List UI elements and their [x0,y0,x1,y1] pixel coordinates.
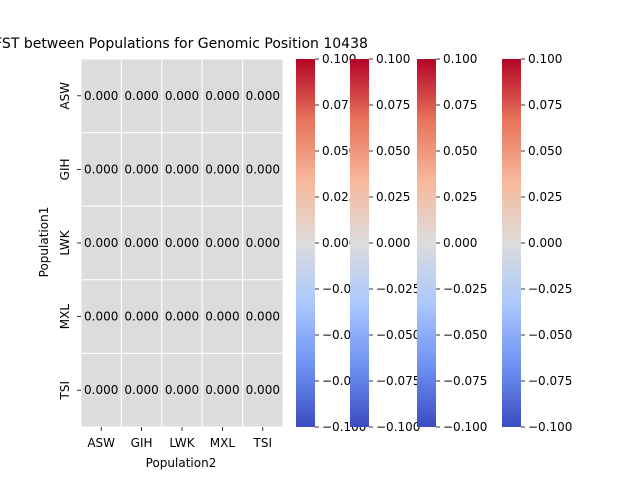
x-tick-label: LWK [169,436,195,450]
colorbar-tick-label: 0.050 [443,144,477,158]
colorbar-tick-label: −0.075 [528,374,572,388]
cell-value-label: 0.000 [84,236,118,250]
colorbar-tick-label: −0.100 [376,420,420,434]
cell-value-label: 0.000 [124,310,158,324]
colorbar-tick-label: −0.050 [376,328,420,342]
cell-value-label: 0.000 [205,236,239,250]
cell-value-label: 0.000 [124,383,158,397]
colorbar-gradient [502,59,521,427]
heatmap-cell [201,279,244,354]
colorbar-tick-label: 0.025 [443,190,477,204]
heatmap-cell [161,58,203,134]
y-tick-label: GIH [58,158,72,180]
cell-value-label: 0.000 [205,89,239,103]
y-tick-label: TSI [58,381,72,401]
cell-value-label: 0.000 [165,162,199,176]
x-axis-label: Population2 [146,456,217,470]
heatmap-cell [161,352,203,428]
colorbar-tick-label: −0.025 [376,282,420,296]
heatmap-cell [242,352,284,428]
colorbar-tick-label: −0.025 [528,282,572,296]
cell-value-label: 0.000 [165,310,199,324]
colorbar-gradient [417,59,436,427]
heatmap-cell [242,279,284,354]
cell-value-label: 0.000 [84,383,118,397]
colorbar-tick-label: 0.100 [443,52,477,66]
colorbar-tick-label: −0.100 [443,420,487,434]
cell-value-label: 0.000 [246,162,280,176]
x-tick-label: TSI [253,436,273,450]
colorbar-tick-label: 0.050 [528,144,562,158]
cell-value-label: 0.000 [246,236,280,250]
colorbar-tick-label: 0.000 [443,236,477,250]
cell-value-label: 0.000 [246,383,280,397]
heatmap-cell [120,58,163,134]
colorbar-tick-label: 0.000 [376,236,410,250]
colorbar: 0.100 0.075 0.050 0.025 0.000 −0.025 −0.050 −0.… [350,52,420,434]
x-tick-label: ASW [87,436,115,450]
cell-value-label: 0.000 [124,162,158,176]
cell-value-label: 0.000 [84,89,118,103]
heatmap-cell [161,132,203,207]
colorbar-tick-label: 0.100 [376,52,410,66]
heatmap-cell [120,279,163,354]
colorbar-tick-label: −0.025 [443,282,487,296]
colorbar-tick-label: −0.100 [528,420,572,434]
colorbar-tick-label: 0.075 [528,98,562,112]
cell-value-label: 0.000 [165,89,199,103]
cell-value-label: 0.000 [84,310,118,324]
colorbar-tick-label: 0.025 [322,190,356,204]
colorbar-tick-label: 0.050 [322,144,356,158]
colorbar-tick-label: 0.050 [376,144,410,158]
cell-value-label: 0.000 [165,236,199,250]
colorbar-tick-label: 0.075 [322,98,356,112]
colorbar: 0.100 0.075 0.050 0.025 0.000 −0.025 −0.050 −0.… [502,52,572,434]
cell-value-label: 0.000 [246,310,280,324]
heatmap-cell [120,205,163,281]
colorbar-tick-label: 0.100 [322,52,356,66]
colorbar-tick-label: −0.075 [376,374,420,388]
colorbar-tick-label: −0.050 [443,328,487,342]
y-axis-label: Population1 [37,207,51,278]
cell-value-label: 0.000 [124,89,158,103]
heatmap-cell [201,205,244,281]
heatmap-cell [242,132,284,207]
colorbar-tick-label: 0.025 [376,190,410,204]
cell-value-label: 0.000 [165,383,199,397]
x-tick-label: MXL [210,436,236,450]
colorbar-tick-label: −0.075 [443,374,487,388]
colorbar-gradient [350,59,369,427]
cell-value-label: 0.000 [205,383,239,397]
cell-value-label: 0.000 [205,162,239,176]
heatmap-cell [80,58,122,134]
colorbar-tick-label: −0.050 [528,328,572,342]
colorbar-tick-label: 0.075 [376,98,410,112]
colorbar-tick-label: 0.025 [528,190,562,204]
heatmap-cell [80,352,122,428]
cell-value-label: 0.000 [84,162,118,176]
colorbar-tick-label: 0.100 [528,52,562,66]
heatmap-cell [120,352,163,428]
colorbar-tick-label: 0.000 [322,236,356,250]
colorbar-tick-label: 0.000 [528,236,562,250]
x-tick-label: GIH [131,436,153,450]
cell-value-label: 0.000 [246,89,280,103]
cell-value-label: 0.000 [124,236,158,250]
cell-value-label: 0.000 [205,310,239,324]
y-tick-label: ASW [58,82,72,110]
y-tick-label: LWK [58,229,72,255]
colorbar-tick-label: 0.075 [443,98,477,112]
colorbar: 0.100 0.075 0.050 0.025 0.000 −0.025 −0.050 −0.… [417,52,487,434]
heatmap-cell [161,279,203,354]
chart-title: FST between Populations for Genomic Posi… [0,36,368,52]
colorbar-gradient [296,59,315,427]
heatmap-area: 0.000 0.000 0.000 0.000 0.000 0.000 0.000 0.000… [58,58,284,450]
y-tick-label: MXL [58,304,72,330]
colorbars: 0.100 0.075 0.050 0.025 0.000 −0.025 −0.050 −0.… [296,52,572,434]
